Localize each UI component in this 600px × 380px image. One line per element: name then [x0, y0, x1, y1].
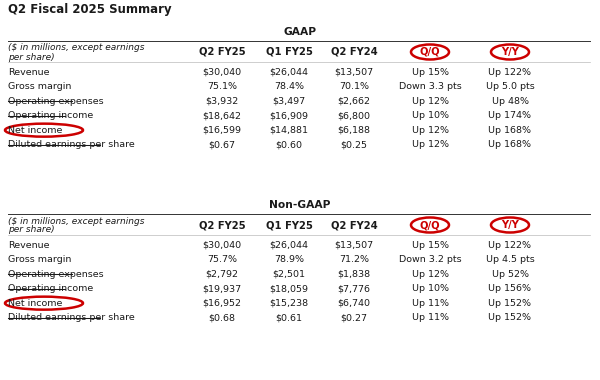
Text: $6,188: $6,188: [337, 126, 371, 135]
Text: $18,642: $18,642: [203, 111, 241, 120]
Text: Q1 FY25: Q1 FY25: [266, 220, 313, 230]
Text: $16,599: $16,599: [203, 126, 241, 135]
Text: Down 3.3 pts: Down 3.3 pts: [398, 82, 461, 91]
Text: Up 12%: Up 12%: [412, 126, 449, 135]
Text: Up 48%: Up 48%: [491, 97, 529, 106]
Text: Non-GAAP: Non-GAAP: [269, 200, 331, 210]
Text: Q2 FY25: Q2 FY25: [199, 220, 245, 230]
Text: $14,881: $14,881: [269, 126, 308, 135]
Text: Revenue: Revenue: [8, 241, 49, 250]
Text: $1,838: $1,838: [337, 270, 371, 279]
Text: $0.27: $0.27: [341, 313, 367, 322]
Text: Revenue: Revenue: [8, 68, 49, 77]
Text: Net income: Net income: [8, 126, 62, 135]
Text: Up 15%: Up 15%: [412, 68, 449, 77]
Text: Up 11%: Up 11%: [412, 313, 449, 322]
Text: GAAP: GAAP: [284, 27, 317, 37]
Text: Down 3.2 pts: Down 3.2 pts: [398, 255, 461, 264]
Text: $18,059: $18,059: [269, 284, 308, 293]
Text: per share): per share): [8, 52, 55, 62]
Text: Up 152%: Up 152%: [488, 299, 532, 308]
Text: $16,909: $16,909: [269, 111, 308, 120]
Text: $30,040: $30,040: [202, 241, 242, 250]
Text: $0.60: $0.60: [275, 140, 302, 149]
Text: ($ in millions, except earnings: ($ in millions, except earnings: [8, 217, 145, 225]
Text: Net income: Net income: [8, 299, 62, 308]
Text: $6,800: $6,800: [337, 111, 371, 120]
Text: $13,507: $13,507: [334, 241, 374, 250]
Text: Operating income: Operating income: [8, 284, 93, 293]
Text: Up 11%: Up 11%: [412, 299, 449, 308]
Text: 78.9%: 78.9%: [274, 255, 304, 264]
Text: Up 10%: Up 10%: [412, 111, 449, 120]
Text: $15,238: $15,238: [269, 299, 308, 308]
Text: Up 12%: Up 12%: [412, 97, 449, 106]
Text: Up 156%: Up 156%: [488, 284, 532, 293]
Text: 70.1%: 70.1%: [339, 82, 369, 91]
Text: Up 15%: Up 15%: [412, 241, 449, 250]
Text: 71.2%: 71.2%: [339, 255, 369, 264]
Text: $26,044: $26,044: [269, 241, 308, 250]
Text: Q2 FY24: Q2 FY24: [331, 47, 377, 57]
Text: Diluted earnings per share: Diluted earnings per share: [8, 140, 135, 149]
Text: $3,932: $3,932: [205, 97, 239, 106]
Text: Q2 Fiscal 2025 Summary: Q2 Fiscal 2025 Summary: [8, 3, 172, 16]
Text: $2,501: $2,501: [272, 270, 305, 279]
Text: Up 5.0 pts: Up 5.0 pts: [485, 82, 535, 91]
Text: $26,044: $26,044: [269, 68, 308, 77]
Text: Up 168%: Up 168%: [488, 126, 532, 135]
Text: Q/Q: Q/Q: [419, 47, 440, 57]
Text: 78.4%: 78.4%: [274, 82, 304, 91]
Text: Up 4.5 pts: Up 4.5 pts: [485, 255, 535, 264]
Text: Operating income: Operating income: [8, 111, 93, 120]
Text: $6,740: $6,740: [337, 299, 371, 308]
Text: Up 12%: Up 12%: [412, 140, 449, 149]
Text: $7,776: $7,776: [337, 284, 371, 293]
Text: $2,662: $2,662: [337, 97, 371, 106]
Text: $16,952: $16,952: [203, 299, 241, 308]
Text: $0.68: $0.68: [209, 313, 235, 322]
Text: $3,497: $3,497: [272, 97, 305, 106]
Text: Q2 FY25: Q2 FY25: [199, 47, 245, 57]
Text: $30,040: $30,040: [202, 68, 242, 77]
Text: $2,792: $2,792: [205, 270, 239, 279]
Text: Q1 FY25: Q1 FY25: [266, 47, 313, 57]
Text: $0.67: $0.67: [209, 140, 235, 149]
Text: Up 12%: Up 12%: [412, 270, 449, 279]
Text: $0.61: $0.61: [275, 313, 302, 322]
Text: Up 152%: Up 152%: [488, 313, 532, 322]
Text: $0.25: $0.25: [341, 140, 367, 149]
Text: 75.7%: 75.7%: [207, 255, 237, 264]
Text: Y/Y: Y/Y: [501, 47, 519, 57]
Text: Up 52%: Up 52%: [491, 270, 529, 279]
Text: Y/Y: Y/Y: [501, 220, 519, 230]
Text: Operating expenses: Operating expenses: [8, 270, 104, 279]
Text: Up 122%: Up 122%: [488, 241, 532, 250]
Text: Gross margin: Gross margin: [8, 82, 71, 91]
Text: Q2 FY24: Q2 FY24: [331, 220, 377, 230]
Text: Up 168%: Up 168%: [488, 140, 532, 149]
Text: Q/Q: Q/Q: [419, 220, 440, 230]
Text: Up 10%: Up 10%: [412, 284, 449, 293]
Text: Diluted earnings per share: Diluted earnings per share: [8, 313, 135, 322]
Text: Operating expenses: Operating expenses: [8, 97, 104, 106]
Text: 75.1%: 75.1%: [207, 82, 237, 91]
Text: $19,937: $19,937: [202, 284, 242, 293]
Text: per share): per share): [8, 225, 55, 234]
Text: Gross margin: Gross margin: [8, 255, 71, 264]
Text: ($ in millions, except earnings: ($ in millions, except earnings: [8, 43, 145, 52]
Text: Up 174%: Up 174%: [488, 111, 532, 120]
Text: $13,507: $13,507: [334, 68, 374, 77]
Text: Up 122%: Up 122%: [488, 68, 532, 77]
